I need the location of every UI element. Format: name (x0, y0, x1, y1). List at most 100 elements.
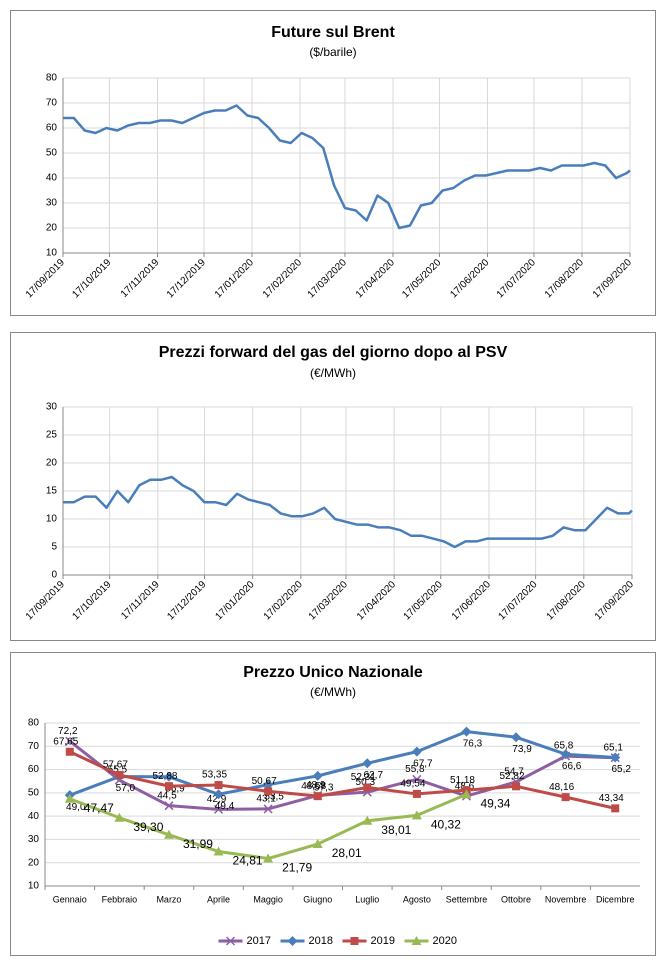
value-label: 49,0 (66, 802, 86, 813)
marker (560, 749, 571, 760)
chart-subtitle: (€/MWh) (310, 366, 356, 380)
marker (213, 846, 224, 856)
value-label: 39,30 (133, 820, 163, 834)
legend-label: 2017 (247, 935, 271, 947)
x-tick-label: Gennaio (53, 894, 87, 904)
value-label: 67,65 (53, 736, 78, 747)
marker (411, 746, 422, 757)
marker (263, 779, 274, 790)
marker (64, 793, 75, 803)
value-label: 52,31 (351, 772, 376, 783)
value-label: 53,35 (202, 770, 227, 781)
x-tick-label: Ottobre (501, 894, 531, 904)
marker (411, 936, 422, 945)
value-label: 48,9 (306, 780, 326, 791)
y-tick-label: 50 (28, 787, 40, 798)
marker (312, 770, 323, 781)
panel (10, 652, 656, 956)
x-tick-label: Aprile (207, 894, 230, 904)
marker (114, 812, 125, 822)
marker (164, 782, 173, 791)
value-label: 24,81 (233, 854, 263, 868)
x-tick-label: Settembre (446, 894, 488, 904)
chart-title: Prezzi forward del gas del giorno dopo a… (159, 344, 508, 361)
y-tick-label: 20 (46, 458, 58, 469)
value-label: 65,2 (611, 764, 631, 775)
marker (214, 781, 223, 790)
y-tick-label: 40 (46, 173, 58, 184)
marker (511, 732, 522, 743)
marker (163, 829, 174, 839)
marker (362, 815, 373, 825)
marker (225, 936, 236, 946)
chart-subtitle: (€/MWh) (310, 685, 356, 699)
value-label: 57,67 (103, 760, 128, 771)
marker (263, 853, 274, 863)
y-tick-label: 20 (28, 857, 40, 868)
value-label: 55,8 (405, 764, 425, 775)
y-tick-label: 20 (46, 223, 58, 234)
value-label: 48,16 (549, 782, 574, 793)
y-tick-label: 5 (51, 542, 57, 553)
x-tick-label: Dicembre (596, 894, 635, 904)
value-label: 38,01 (381, 823, 411, 837)
y-tick-label: 25 (46, 430, 58, 441)
value-label: 55,5 (108, 765, 128, 776)
marker (313, 792, 322, 801)
value-label: 57,3 (314, 782, 334, 793)
value-label: 52,88 (152, 771, 177, 782)
marker (362, 758, 373, 769)
value-label: 40,32 (431, 818, 461, 832)
marker (363, 783, 372, 792)
series-line (68, 739, 616, 811)
y-tick-label: 10 (28, 881, 40, 892)
y-tick-label: 60 (28, 764, 40, 775)
y-tick-label: 80 (46, 73, 58, 84)
panel (10, 332, 656, 641)
x-tick-label: Giugno (303, 894, 332, 904)
value-label: 47,47 (84, 801, 114, 815)
marker (610, 752, 621, 763)
value-label: 50,67 (252, 776, 277, 787)
value-label: 57,0 (116, 783, 136, 794)
value-label: 65,8 (554, 741, 574, 752)
series-line (63, 475, 633, 549)
value-label: 44,5 (157, 790, 177, 801)
x-tick-label: Marzo (156, 894, 181, 904)
y-tick-label: 0 (51, 570, 57, 581)
panel (10, 10, 656, 316)
marker (411, 810, 422, 820)
marker (264, 787, 273, 796)
y-tick-label: 70 (28, 741, 40, 752)
series-line (69, 730, 616, 797)
value-label: 66,6 (562, 761, 582, 772)
value-label: 21,79 (282, 861, 312, 875)
value-label: 67,7 (413, 758, 433, 769)
value-label: 76,3 (463, 738, 483, 749)
marker (65, 736, 75, 746)
y-tick-label: 80 (28, 718, 40, 729)
marker (164, 801, 174, 811)
y-tick-label: 70 (46, 98, 58, 109)
value-label: 42,9 (207, 794, 227, 805)
y-tick-label: 60 (46, 123, 58, 134)
legend-label: 2019 (371, 935, 395, 947)
marker (461, 726, 472, 737)
value-label: 65,1 (603, 742, 623, 753)
value-label: 49,54 (400, 779, 425, 790)
marker (561, 793, 570, 802)
marker (213, 789, 224, 800)
value-label: 72,2 (58, 726, 78, 737)
value-label: 56,9 (165, 783, 185, 794)
legend-label: 2018 (309, 935, 333, 947)
value-label: 28,01 (332, 846, 362, 860)
x-tick-label: Luglio (355, 894, 379, 904)
value-label: 53,5 (264, 791, 284, 802)
x-tick-label: Maggio (253, 894, 283, 904)
y-tick-label: 10 (46, 248, 58, 259)
y-tick-label: 30 (46, 402, 58, 413)
series-line (69, 750, 616, 810)
series-line (63, 104, 631, 230)
